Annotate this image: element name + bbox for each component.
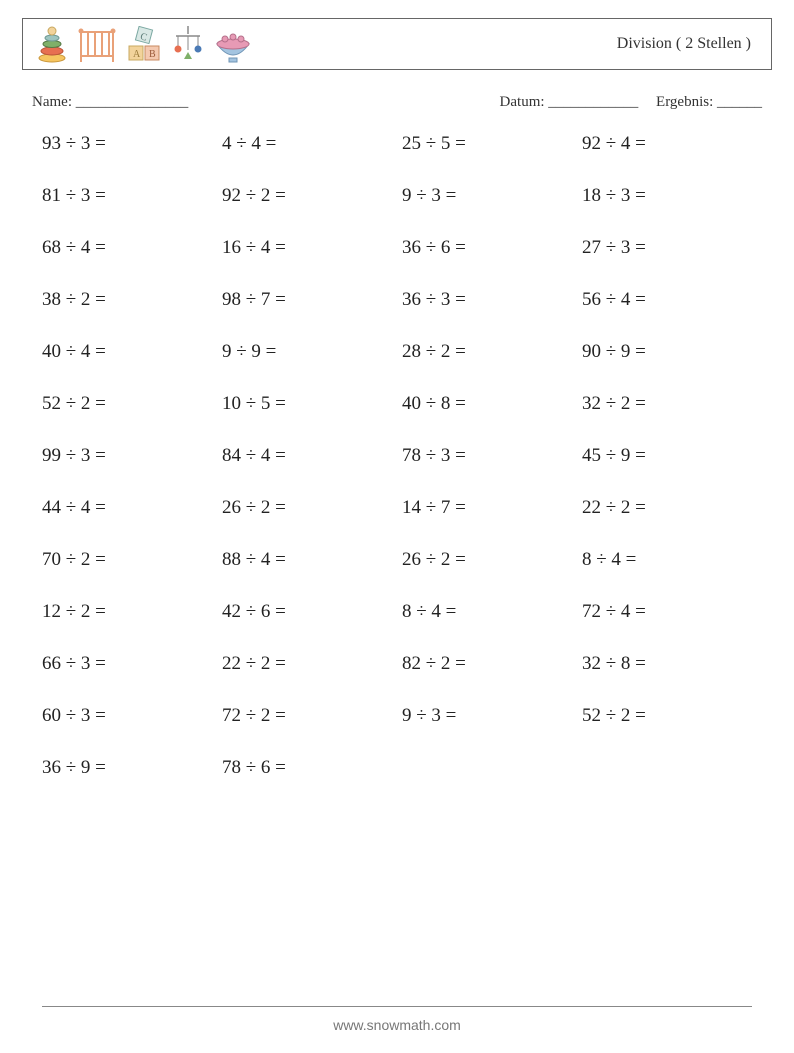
problem-cell: 72 ÷ 4 =	[582, 601, 752, 623]
problem-cell: 8 ÷ 4 =	[402, 601, 572, 623]
date-field: Datum: ____________	[500, 94, 639, 110]
bowl-icon	[213, 26, 253, 64]
problem-cell: 18 ÷ 3 =	[582, 185, 752, 207]
problem-cell: 56 ÷ 4 =	[582, 289, 752, 311]
problem-cell: 4 ÷ 4 =	[222, 133, 392, 155]
toy-pyramid-icon	[37, 24, 67, 64]
footer-divider	[42, 1006, 752, 1007]
problem-cell: 36 ÷ 6 =	[402, 237, 572, 259]
svg-text:B: B	[149, 49, 156, 60]
problem-cell: 92 ÷ 2 =	[222, 185, 392, 207]
problem-cell: 36 ÷ 9 =	[42, 757, 212, 779]
problem-cell: 40 ÷ 4 =	[42, 341, 212, 363]
problem-cell: 82 ÷ 2 =	[402, 653, 572, 675]
problem-cell: 52 ÷ 2 =	[582, 705, 752, 727]
mobile-icon	[173, 24, 203, 64]
blocks-icon: C A B	[127, 26, 163, 64]
svg-text:A: A	[133, 49, 141, 60]
problem-cell: 72 ÷ 2 =	[222, 705, 392, 727]
problem-cell: 92 ÷ 4 =	[582, 133, 752, 155]
problem-cell: 22 ÷ 2 =	[222, 653, 392, 675]
problem-cell: 32 ÷ 2 =	[582, 393, 752, 415]
problem-cell: 10 ÷ 5 =	[222, 393, 392, 415]
problem-cell: 68 ÷ 4 =	[42, 237, 212, 259]
meta-right: Datum: ____________ Ergebnis: ______	[486, 94, 762, 111]
problem-cell: 9 ÷ 3 =	[402, 705, 572, 727]
problem-cell: 25 ÷ 5 =	[402, 133, 572, 155]
problem-cell: 9 ÷ 3 =	[402, 185, 572, 207]
problem-cell: 45 ÷ 9 =	[582, 445, 752, 467]
problems-grid: 93 ÷ 3 = 4 ÷ 4 = 25 ÷ 5 = 92 ÷ 4 = 81 ÷ 3 = 9…	[22, 133, 772, 779]
problem-cell: 32 ÷ 8 =	[582, 653, 752, 675]
problem-cell: 70 ÷ 2 =	[42, 549, 212, 571]
problem-cell: 78 ÷ 6 =	[222, 757, 392, 779]
header-box: C A B	[22, 18, 772, 70]
problem-cell: 44 ÷ 4 =	[42, 497, 212, 519]
worksheet-title: Division ( 2 Stellen )	[617, 35, 757, 53]
problem-cell: 28 ÷ 2 =	[402, 341, 572, 363]
worksheet-page: C A B	[0, 0, 794, 1053]
problem-cell	[582, 757, 752, 779]
problem-cell: 66 ÷ 3 =	[42, 653, 212, 675]
problem-cell: 27 ÷ 3 =	[582, 237, 752, 259]
problem-cell: 99 ÷ 3 =	[42, 445, 212, 467]
crib-icon	[77, 26, 117, 64]
problem-cell: 26 ÷ 2 =	[402, 549, 572, 571]
problem-cell: 22 ÷ 2 =	[582, 497, 752, 519]
problem-cell: 81 ÷ 3 =	[42, 185, 212, 207]
problem-cell: 84 ÷ 4 =	[222, 445, 392, 467]
problem-cell: 26 ÷ 2 =	[222, 497, 392, 519]
problem-cell: 90 ÷ 9 =	[582, 341, 752, 363]
problem-cell	[402, 757, 572, 779]
problem-cell: 52 ÷ 2 =	[42, 393, 212, 415]
problem-cell: 9 ÷ 9 =	[222, 341, 392, 363]
problem-cell: 8 ÷ 4 =	[582, 549, 752, 571]
problem-cell: 98 ÷ 7 =	[222, 289, 392, 311]
meta-row: Name: _______________ Datum: ___________…	[22, 94, 772, 111]
problem-cell: 93 ÷ 3 =	[42, 133, 212, 155]
footer-url: www.snowmath.com	[0, 1017, 794, 1033]
problem-cell: 12 ÷ 2 =	[42, 601, 212, 623]
name-field: Name: _______________	[32, 94, 188, 111]
problem-cell: 16 ÷ 4 =	[222, 237, 392, 259]
problem-cell: 78 ÷ 3 =	[402, 445, 572, 467]
problem-cell: 40 ÷ 8 =	[402, 393, 572, 415]
problem-cell: 36 ÷ 3 =	[402, 289, 572, 311]
problem-cell: 60 ÷ 3 =	[42, 705, 212, 727]
problem-cell: 38 ÷ 2 =	[42, 289, 212, 311]
problem-cell: 14 ÷ 7 =	[402, 497, 572, 519]
problem-cell: 88 ÷ 4 =	[222, 549, 392, 571]
problem-cell: 42 ÷ 6 =	[222, 601, 392, 623]
result-field: Ergebnis: ______	[656, 94, 762, 110]
header-icon-strip: C A B	[37, 24, 253, 64]
